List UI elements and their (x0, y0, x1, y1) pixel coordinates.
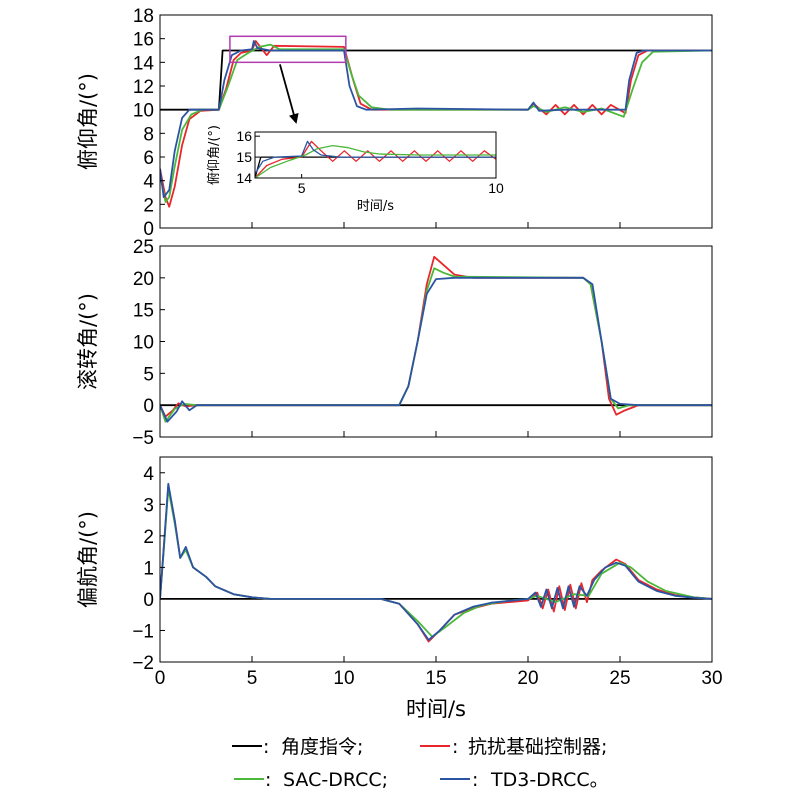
roll-ytick-label: 15 (133, 301, 154, 322)
pitch-inset-series-2-line (255, 144, 496, 178)
yaw-series-group (160, 482, 712, 643)
yaw-frame (159, 456, 713, 663)
pitch-frame (159, 14, 713, 229)
yaw-series-2-line (160, 487, 712, 638)
yaw-series-1-line (160, 484, 712, 643)
yaw-xtick-label: 15 (425, 668, 446, 689)
pitch-ytick-label: 18 (133, 6, 154, 27)
yaw-xtick-label: 5 (247, 668, 258, 689)
yaw-ytick-label: 1 (143, 558, 154, 579)
pitch-ytick-label: 14 (133, 53, 155, 74)
legend-label-command: 角度指令; (281, 736, 363, 758)
pitch-ytick-label: 8 (143, 124, 154, 145)
yaw-series-3-line (160, 482, 712, 641)
legend-sep-baseline: : (452, 736, 458, 758)
pitch-ytick-label: 4 (143, 172, 154, 193)
pitch-inset-ytick-label: 16 (236, 128, 252, 144)
roll-series-group (160, 255, 712, 423)
roll-series-3-line (160, 276, 712, 423)
pitch-series-group (160, 40, 712, 208)
legend-label-sac: SAC-DRCC; (283, 769, 388, 791)
roll-ytick-label: −5 (132, 428, 154, 449)
roll-ytick-label: 25 (133, 237, 154, 258)
yaw-ytick-label: −1 (132, 621, 154, 642)
pitch-inset-ytick-label: 15 (236, 149, 252, 165)
pitch-inset-frame (254, 131, 497, 179)
pitch-ytick-label: 12 (133, 77, 154, 98)
roll-chart: −5 0 5 10 15 20 25 滚转角/(°) (76, 237, 713, 449)
pitch-inset-series-1-line (255, 140, 496, 178)
pitch-ytick-label: 0 (143, 219, 154, 240)
roll-ytick-label: 5 (143, 364, 154, 385)
pitch-inset-xtick-label: 5 (298, 180, 306, 196)
yaw-xlabel: 时间/s (406, 697, 466, 721)
roll-ytick-label: 20 (133, 269, 154, 290)
yaw-xtick-label: 10 (333, 668, 354, 689)
yaw-xtick-label: 20 (517, 668, 538, 689)
legend-label-td3: TD3-DRCC。 (490, 769, 609, 791)
legend-sep-sac: : (265, 769, 271, 791)
pitch-ytick-label: 2 (143, 195, 154, 216)
roll-ytick-label: 0 (143, 396, 154, 417)
yaw-ytick-label: 3 (143, 495, 154, 516)
pitch-ytick-label: 10 (133, 101, 154, 122)
legend-sep-td3: : (472, 769, 478, 791)
pitch-inset-series-group (255, 140, 496, 178)
pitch-ytick-label: 6 (143, 148, 154, 169)
yaw-chart: −2 −1 0 1 2 3 4 0 5 10 15 20 25 30 偏航角/(°) 时间/s (76, 456, 723, 721)
legend-sep-command: : (263, 736, 269, 758)
yaw-ytick-label: 2 (143, 527, 154, 548)
legend-label-baseline: 抗扰基础控制器; (468, 736, 607, 758)
pitch-inset-chart: 14 15 16 5 10 俯仰角/(°) 时间/s (206, 125, 504, 214)
yaw-ylabel: 偏航角/(°) (76, 511, 100, 608)
zoom-arrow (279, 64, 299, 124)
plots-layer: 024681012141618俯仰角/(°)−50510152025滚转角/(°… (76, 6, 723, 721)
pitch-series-3-line (160, 40, 712, 199)
pitch-ylabel: 俯仰角/(°) (76, 73, 100, 170)
legend: : 角度指令; : 抗扰基础控制器; : SAC-DRCC; : TD3-DRC… (232, 736, 609, 791)
pitch-inset-xtick-label: 10 (488, 180, 504, 196)
yaw-xtick-label: 0 (155, 668, 166, 689)
roll-series-2-line (160, 267, 712, 423)
pitch-ytick-label: 16 (133, 30, 154, 51)
pitch-inset-series-3-line (255, 140, 496, 175)
yaw-xtick-label: 25 (609, 668, 630, 689)
yaw-ytick-label: 4 (143, 464, 154, 485)
pitch-inset-xlabel: 时间/s (357, 199, 394, 214)
yaw-ytick-label: −2 (132, 653, 154, 674)
roll-ylabel: 滚转角/(°) (76, 293, 100, 390)
pitch-inset-ylabel: 俯仰角/(°) (206, 125, 222, 185)
pitch-inset-ytick-label: 14 (236, 170, 252, 186)
roll-ytick-label: 10 (133, 333, 154, 354)
yaw-ytick-label: 0 (143, 590, 154, 611)
yaw-xtick-label: 30 (701, 668, 722, 689)
pitch-zoom-highlight-box (229, 35, 347, 64)
